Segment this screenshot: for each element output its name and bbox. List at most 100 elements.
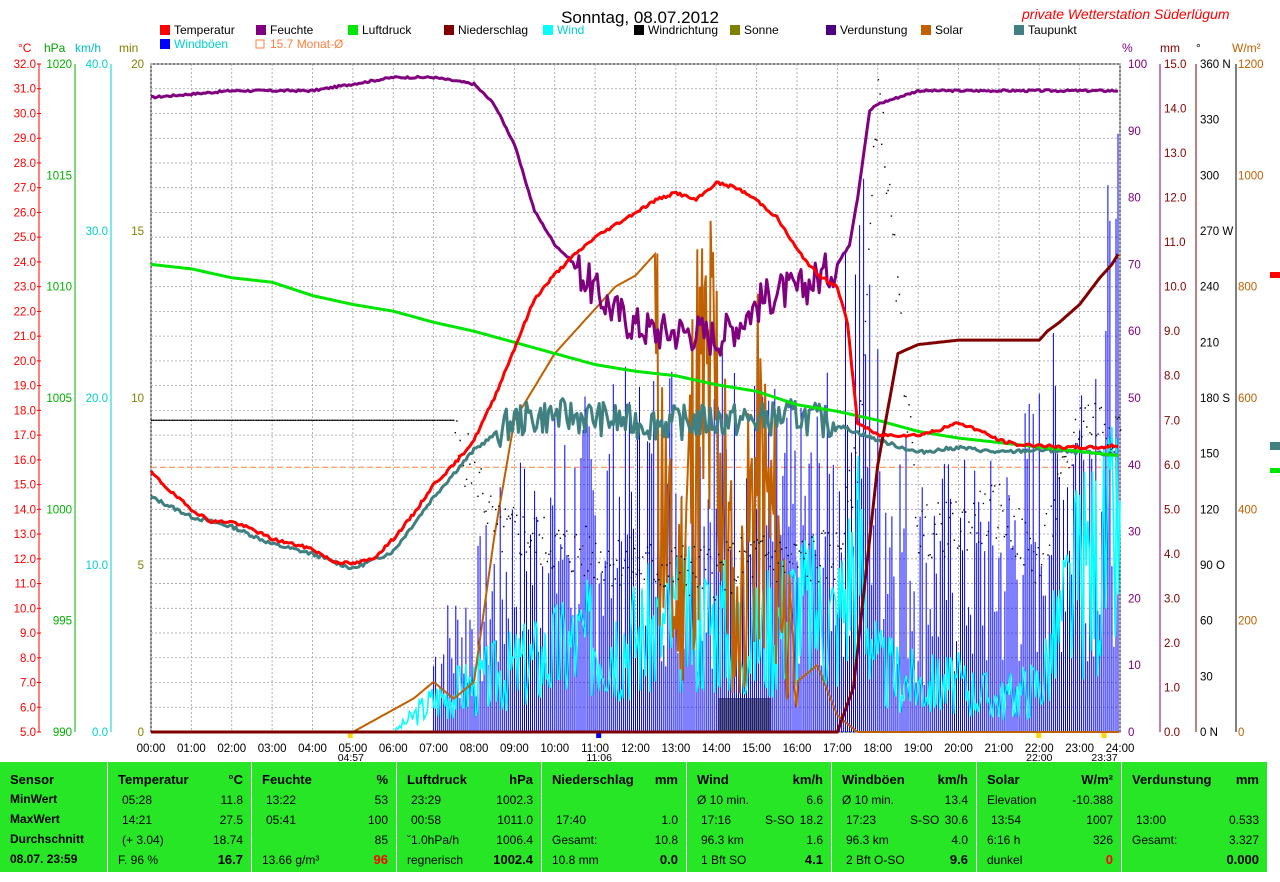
legend-label: Feuchte [270, 23, 314, 37]
temp-tick-label: 22.0 [14, 306, 36, 318]
time-tick-label: 04:00 [298, 743, 327, 755]
solar-max-value: 1007 [1086, 813, 1113, 827]
direction-tick-label: 240 [1200, 282, 1219, 294]
noon-marker: 11:06 [586, 752, 612, 762]
hum-min-time: 13:22 [266, 793, 297, 807]
pressure-tick-label: 1000 [46, 504, 72, 516]
temp-current: 16.7 [217, 852, 243, 867]
wind-header: Wind [697, 772, 729, 787]
evap-max-value: 0.533 [1228, 813, 1259, 827]
temp-tick-label: 20.0 [14, 356, 36, 368]
series-wind-direction [151, 79, 1122, 601]
legend-label: Niederschlag [458, 23, 528, 37]
rain-max-time: 17:40 [556, 813, 587, 827]
rain-sum: 10.8 mm [552, 853, 599, 867]
press-forecast: regnerisch [407, 853, 464, 867]
sunset-marker-dot [1036, 733, 1042, 738]
time-tick-label: 09:00 [500, 743, 529, 755]
wind-avg-value: 1.6 [806, 833, 823, 847]
legend-label: Luftdruck [362, 23, 412, 37]
wind-max-dir: S-SO [765, 813, 795, 827]
solar-tick-label: 200 [1238, 616, 1257, 628]
time-tick-label: 03:00 [258, 743, 287, 755]
time-tick-label: 02:00 [217, 743, 246, 755]
time-tick-label: 20:00 [944, 743, 973, 755]
solar-tick-label: 800 [1238, 282, 1257, 294]
humidity-tick-label: 100 [1128, 59, 1147, 71]
time-tick-label: 23:00 [1065, 743, 1094, 755]
press-max-time: 00:58 [411, 813, 442, 827]
noon-marker-dot [596, 733, 602, 738]
temp-tick-label: 21.0 [14, 331, 36, 343]
hum-avg-value: 85 [374, 833, 388, 847]
direction-tick-label: 270 W [1200, 226, 1233, 238]
unit-sun: min [119, 41, 138, 55]
time-tick-label: 08:00 [460, 743, 489, 755]
unit-pressure: hPa [44, 41, 66, 55]
rain-tick-label: 3.0 [1164, 593, 1180, 605]
humidity-tick-label: 10 [1128, 660, 1141, 672]
series-taupunkt [150, 397, 1119, 571]
time-tick-label: 17:00 [823, 743, 852, 755]
edge-stub-green [1270, 468, 1280, 473]
time-tick-label: 05:00 [338, 743, 367, 755]
temp-tick-label: 6.0 [20, 702, 36, 714]
series-niederschlag [151, 253, 1120, 734]
temp-max-time: 14:21 [122, 813, 153, 827]
legend-swatch [921, 25, 931, 35]
wind-distance: 96.3 km [701, 833, 744, 847]
temp-tick-label: 5.0 [20, 727, 36, 739]
temp-tick-label: 11.0 [14, 579, 36, 591]
weather-chart: Sonntag, 08.07.2012 private Wetterstatio… [13, 6, 1280, 762]
solar-header: Solar [987, 772, 1020, 787]
rain-tick-label: 5.0 [1164, 504, 1180, 516]
time-tick-label: 12:00 [621, 743, 650, 755]
humidity-tick-label: 40 [1128, 460, 1141, 472]
rain-header: Niederschlag [552, 772, 634, 787]
label-max: MaxWert [10, 812, 60, 826]
wind-avg10-label: Ø 10 min. [697, 793, 750, 807]
legend-swatch [160, 25, 170, 35]
temp-tick-label: 8.0 [20, 653, 36, 665]
temp-header: Temperatur [118, 772, 189, 787]
wind-tick-label: 30.0 [86, 226, 108, 238]
humidity-tick-label: 90 [1128, 126, 1141, 138]
legend-swatch [730, 25, 740, 35]
unit-humidity: % [1122, 41, 1133, 55]
humidity-tick-label: 20 [1128, 593, 1141, 605]
temp-feels: F. 96 % [118, 853, 159, 867]
hum-max-value: 100 [367, 813, 388, 827]
direction-tick-label: 90 O [1200, 560, 1225, 572]
direction-tick-label: 180 S [1200, 393, 1230, 405]
solar-max-time: 13:54 [991, 813, 1022, 827]
temp-avg-value: 18.74 [212, 833, 243, 847]
legend-label: Taupunkt [1028, 23, 1077, 37]
solar-tick-label: 1200 [1238, 59, 1264, 71]
time-tick-label: 24:00 [1106, 743, 1135, 755]
sun-tick-label: 20 [131, 59, 144, 71]
direction-tick-label: 300 [1200, 170, 1219, 182]
temp-tick-label: 24.0 [14, 257, 36, 269]
gust-avg10-value: 13.4 [944, 793, 968, 807]
temp-tick-label: 27.0 [14, 183, 36, 195]
wind-current: 4.1 [804, 852, 823, 867]
legend-swatch [543, 25, 553, 35]
time-tick-label: 15:00 [742, 743, 771, 755]
rain-total-value: 10.8 [654, 833, 678, 847]
legend-label: Solar [935, 23, 963, 37]
time-tick-label: 18:00 [863, 743, 892, 755]
temp-tick-label: 26.0 [14, 207, 36, 219]
edge-stub-red [1270, 272, 1280, 278]
time-tick-label: 11:00 [581, 743, 609, 755]
series-temperatur [149, 180, 1119, 566]
wind-tick-label: 0.0 [92, 727, 108, 739]
direction-tick-label: 120 [1200, 504, 1219, 516]
panel-evaporation: Verdunstung mm 13:00 0.533 Gesamt: 3.327… [1122, 762, 1268, 872]
temp-unit: °C [228, 772, 243, 787]
panel-sensor-header: Sensor [10, 772, 55, 787]
humidity-tick-label: 30 [1128, 527, 1141, 539]
time-tick-label: 10:00 [540, 743, 569, 755]
evap-header: Verdunstung [1132, 772, 1212, 787]
direction-tick-label: 210 [1200, 337, 1219, 349]
humidity-tick-label: 50 [1128, 393, 1141, 405]
